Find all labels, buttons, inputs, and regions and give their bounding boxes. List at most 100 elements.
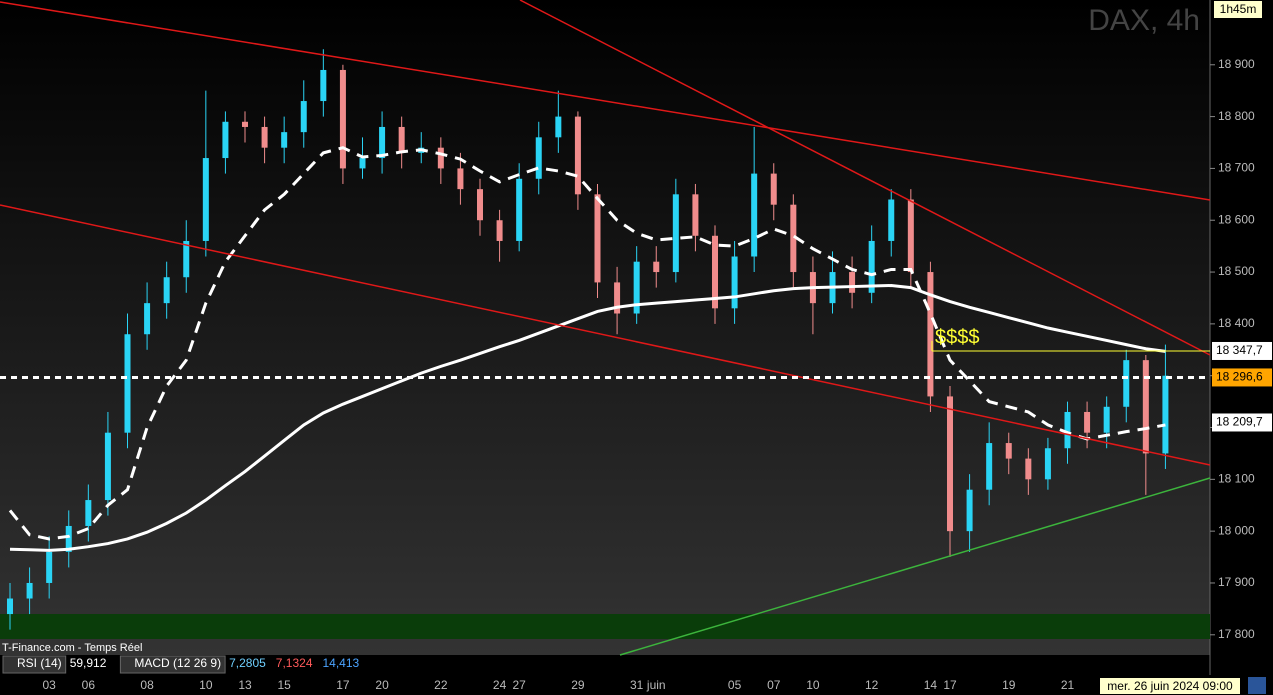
- candle-body: [594, 194, 601, 283]
- indicator-value: 14,413: [323, 656, 360, 670]
- candle-body: [614, 282, 621, 314]
- candle-body: [1025, 458, 1032, 480]
- candle-body: [183, 240, 190, 278]
- x-tick-label: 13: [238, 678, 252, 692]
- trend-line: [519, 0, 1211, 356]
- x-tick-label: 17: [943, 678, 957, 692]
- x-tick-label: 10: [806, 678, 820, 692]
- candle-body: [555, 116, 562, 138]
- candle-body: [1005, 443, 1012, 459]
- x-tick-label: 31: [630, 678, 644, 692]
- candle-body: [535, 137, 542, 179]
- candle-body: [731, 256, 738, 309]
- source: T-Finance.com - Temps Réel: [2, 642, 142, 654]
- moving-average: [8, 146, 1166, 541]
- candle-body: [320, 69, 327, 102]
- x-tick-label: 20: [375, 678, 389, 692]
- candle-body: [496, 220, 503, 241]
- candle-body: [751, 173, 758, 257]
- candle-body: [868, 240, 875, 293]
- candle-body: [672, 194, 679, 273]
- candle-body: [1044, 448, 1051, 480]
- candle-body: [359, 158, 366, 169]
- candle-body: [770, 173, 777, 205]
- y-tick-label: 18 700: [1218, 161, 1255, 175]
- candle-body: [1103, 406, 1110, 433]
- trend-line: [619, 477, 1211, 656]
- candle-body: [398, 126, 405, 153]
- candle-body: [202, 158, 209, 241]
- candle-body: [986, 443, 993, 490]
- trend-line: [0, 204, 1211, 466]
- candle-body: [1123, 360, 1130, 407]
- y-tick-label: 17 800: [1218, 627, 1255, 641]
- candle-body: [790, 204, 797, 273]
- indicator-label: RSI (14): [17, 656, 62, 670]
- candle-body: [222, 121, 229, 159]
- y-tick-label: 18 600: [1218, 212, 1255, 226]
- candle-body: [300, 101, 307, 133]
- y-tick-label: 18 100: [1218, 472, 1255, 486]
- x-tick-label: 07: [767, 678, 781, 692]
- price-tag-label: 18 209,7: [1216, 415, 1263, 429]
- x-tick-label: 21: [1061, 678, 1075, 692]
- annotation: $$$$: [935, 326, 980, 348]
- candle-body: [163, 277, 170, 304]
- x-tick-label: 10: [199, 678, 213, 692]
- candle-body: [477, 189, 483, 221]
- candle-body: [281, 132, 288, 148]
- candle-body: [1064, 411, 1071, 449]
- candle-body: [712, 235, 718, 309]
- candle-body: [437, 147, 444, 169]
- x-tick-label: juin: [646, 678, 666, 692]
- candle-body: [379, 126, 386, 159]
- candle-body: [1084, 411, 1091, 433]
- price-tag-label: 18 347,7: [1216, 343, 1263, 357]
- y-tick-label: 18 900: [1218, 57, 1255, 71]
- candle-body: [7, 598, 13, 615]
- y-tick-label: 18 800: [1218, 109, 1255, 123]
- indicator-box: [2, 655, 67, 674]
- timer: 1h45m: [1220, 2, 1257, 16]
- price-tag-label: 18 296,6: [1216, 370, 1263, 384]
- x-tick-label: 05: [728, 678, 742, 692]
- x-tick-label: 22: [434, 678, 448, 692]
- candle-body: [457, 168, 464, 190]
- candle-body: [144, 303, 151, 335]
- candle-body: [104, 432, 111, 501]
- support-zone: [0, 614, 1210, 639]
- indicator-value: 7,1324: [276, 656, 313, 670]
- indicator-value: 59,912: [70, 656, 107, 670]
- candle-body: [633, 261, 640, 314]
- y-tick-label: 18 000: [1218, 523, 1255, 537]
- x-tick-label: 27: [512, 678, 526, 692]
- candle-body: [927, 272, 934, 397]
- candle-body: [65, 525, 72, 552]
- candle-body: [339, 69, 346, 169]
- candle-body: [849, 272, 856, 293]
- candle-body: [947, 396, 953, 532]
- candle-body: [907, 199, 914, 273]
- price-tag: [1212, 368, 1272, 387]
- price-tag: [1212, 413, 1272, 432]
- indicator-box: [119, 655, 226, 674]
- candle-body: [516, 178, 523, 241]
- price-tag: [1212, 341, 1272, 360]
- cursor-tag: [1100, 678, 1240, 694]
- candle-body: [653, 261, 660, 273]
- x-tick-label: 12: [865, 678, 879, 692]
- candle-body: [85, 500, 92, 526]
- y-tick-label: 18 400: [1218, 316, 1255, 330]
- cursor-label: mer. 26 juin 2024 09:00: [1107, 679, 1233, 693]
- scroll-button[interactable]: [1248, 677, 1266, 694]
- x-tick-label: 19: [1002, 678, 1016, 692]
- indicator-value: 7,2805: [229, 656, 266, 670]
- candle-body: [26, 582, 33, 599]
- candle-body: [1142, 360, 1149, 454]
- indicator-label: MACD (12 26 9): [134, 656, 221, 670]
- x-tick-label: 14: [924, 678, 938, 692]
- timer-box: [1214, 1, 1262, 18]
- y-tick-label: 17 900: [1218, 575, 1255, 589]
